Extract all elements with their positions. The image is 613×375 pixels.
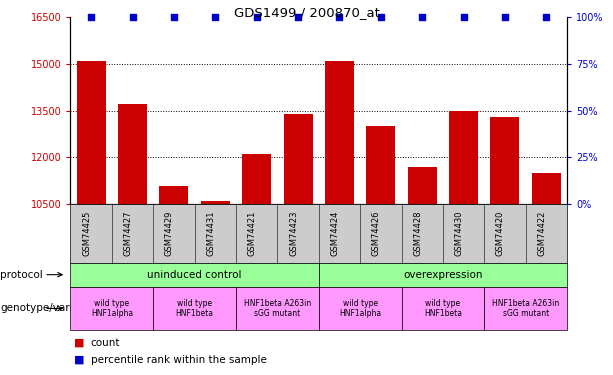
Bar [408, 167, 436, 204]
Bar [284, 114, 313, 204]
Bar [77, 61, 105, 204]
Point [335, 14, 345, 20]
Bar [118, 104, 147, 204]
Bar [159, 186, 188, 204]
Text: wild type
HNF1alpha: wild type HNF1alpha [339, 299, 381, 318]
Text: GSM74431: GSM74431 [207, 211, 215, 256]
Text: GSM74428: GSM74428 [413, 211, 422, 256]
Text: HNF1beta A263in
sGG mutant: HNF1beta A263in sGG mutant [244, 299, 311, 318]
Point [128, 14, 137, 20]
Bar [325, 61, 354, 204]
Bar [367, 126, 395, 204]
Text: HNF1beta A263in
sGG mutant: HNF1beta A263in sGG mutant [492, 299, 559, 318]
Text: wild type
HNF1beta: wild type HNF1beta [176, 299, 213, 318]
Text: protocol: protocol [0, 270, 43, 280]
Text: GSM74421: GSM74421 [248, 211, 257, 256]
Point [293, 14, 303, 20]
Point [500, 14, 510, 20]
Text: GSM74423: GSM74423 [289, 211, 298, 256]
Point [86, 14, 96, 20]
Bar [449, 111, 478, 204]
Text: GSM74425: GSM74425 [82, 211, 91, 256]
Text: GSM74429: GSM74429 [165, 211, 174, 256]
Point [417, 14, 427, 20]
Text: overexpression: overexpression [403, 270, 482, 280]
Bar [490, 117, 519, 204]
Point [541, 14, 551, 20]
Text: ■: ■ [74, 338, 84, 348]
Text: percentile rank within the sample: percentile rank within the sample [91, 355, 267, 365]
Text: GSM74427: GSM74427 [124, 211, 132, 256]
Point [459, 14, 468, 20]
Bar [201, 201, 230, 204]
Text: GSM74422: GSM74422 [538, 211, 546, 256]
Text: count: count [91, 338, 120, 348]
Text: GDS1499 / 200870_at: GDS1499 / 200870_at [234, 6, 379, 19]
Text: GSM74430: GSM74430 [455, 211, 463, 256]
Point [169, 14, 179, 20]
Text: GSM74420: GSM74420 [496, 211, 505, 256]
Text: GSM74424: GSM74424 [330, 211, 340, 256]
Bar [242, 154, 271, 204]
Point [252, 14, 262, 20]
Text: genotype/variation: genotype/variation [0, 303, 99, 313]
Point [210, 14, 220, 20]
Bar [532, 173, 561, 204]
Text: wild type
HNF1alpha: wild type HNF1alpha [91, 299, 133, 318]
Text: ■: ■ [74, 355, 84, 365]
Text: uninduced control: uninduced control [147, 270, 242, 280]
Text: GSM74426: GSM74426 [372, 211, 381, 256]
Point [376, 14, 386, 20]
Text: wild type
HNF1beta: wild type HNF1beta [424, 299, 462, 318]
